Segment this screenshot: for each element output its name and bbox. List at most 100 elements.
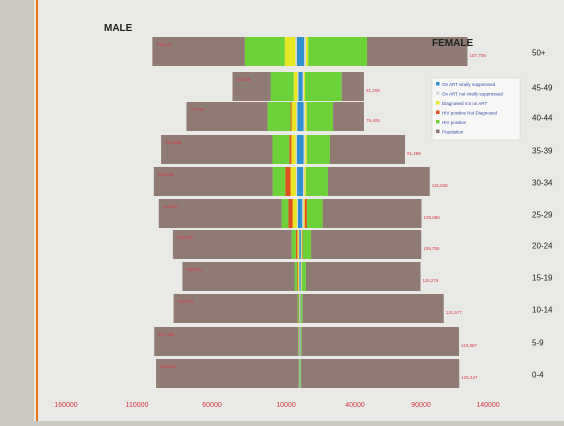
female-total-label-40-44: 79,406 [366, 118, 380, 123]
bar-female-40-44-1 [304, 102, 306, 131]
category-tick-30-34: 30-34 [532, 179, 553, 188]
bar-female-35-39-4 [307, 135, 330, 164]
bar-female-50+-4 [308, 37, 367, 66]
female-total-label-25-29: 105,086 [423, 215, 440, 220]
bar-male-30-34-0 [297, 167, 300, 196]
legend-swatch-4 [436, 120, 440, 124]
bar-female-35-39-1 [304, 135, 306, 164]
bar-female-25-29-0 [300, 199, 302, 228]
bar-male-20-24-4 [292, 230, 296, 259]
bar-male-20-24-3 [296, 230, 298, 259]
bar-male-30-34-1 [296, 167, 297, 196]
bar-male-25-29-4 [282, 199, 289, 228]
legend-label-3: HIV positive Not Diagnosed [442, 111, 498, 116]
bar-female-40-44-0 [300, 102, 304, 131]
category-tick-20-24: 20-24 [532, 242, 553, 251]
bar-male-5-9-4 [298, 327, 299, 356]
bar-male-20-24-0 [299, 230, 300, 259]
bar-female-20-24-2 [302, 230, 303, 259]
bar-female-15-19-5 [306, 262, 421, 291]
legend-swatch-0 [436, 82, 440, 86]
bar-male-30-34-4 [273, 167, 286, 196]
bar-female-20-24-5 [311, 230, 421, 259]
bar-male-30-34-3 [285, 167, 290, 196]
category-tick-15-19: 15-19 [532, 274, 553, 283]
bar-female-50+-0 [300, 37, 304, 66]
bar-male-0-4-5 [156, 359, 299, 388]
female-total-label-30-34: 115,836 [432, 183, 448, 188]
male-label: MALE [104, 23, 133, 34]
bar-female-30-34-1 [303, 167, 304, 196]
bar-female-15-19-0 [300, 262, 301, 291]
female-total-label-35-39: 91,498 [407, 151, 421, 156]
x-tick-40000: 40000 [345, 402, 365, 409]
category-tick-35-39: 35-39 [532, 147, 553, 156]
bar-male-50+-1 [295, 37, 297, 66]
female-total-label-15-19: 115,276 [423, 278, 439, 283]
female-total-label-50+: 157,706 [469, 53, 486, 58]
bar-female-10-14-0 [300, 294, 301, 323]
male-total-label-20-24: 113,055 [177, 235, 193, 240]
x-tick-60000: 60000 [202, 402, 222, 409]
bar-female-45-49-2 [304, 72, 305, 101]
bar-female-25-29-4 [307, 199, 323, 228]
male-total-label-0-4: 135,851 [160, 364, 177, 369]
bar-female-15-19-4 [302, 262, 306, 291]
bar-male-25-29-0 [298, 199, 300, 228]
male-total-label-15-19: 106,873 [186, 267, 203, 272]
male-total-label-30-34: 113,180 [158, 172, 174, 177]
bar-male-15-19-2 [298, 262, 299, 291]
legend-label-0: On ART virally suppressed [442, 82, 496, 87]
bar-male-25-29-2 [293, 199, 297, 228]
legend: On ART virally suppressed On ART not vira… [432, 78, 520, 140]
bar-male-15-19-0 [299, 262, 300, 291]
female-total-label-20-24: 109,755 [423, 246, 440, 251]
bar-male-25-29-1 [297, 199, 298, 228]
bar-female-20-24-3 [302, 230, 303, 259]
bar-male-50+-0 [297, 37, 300, 66]
female-total-label-45-49: 51,208 [366, 88, 380, 93]
female-label: FEMALE [432, 38, 473, 49]
legend-label-5: Population [442, 130, 464, 135]
bar-male-40-44-4 [267, 102, 290, 131]
bar-female-5-9-4 [301, 327, 302, 356]
legend-label-4: HIV positive [442, 120, 467, 125]
bar-male-40-44-2 [292, 102, 297, 131]
bar-male-5-9-5 [154, 327, 298, 356]
bar-female-20-24-0 [300, 230, 301, 259]
bar-male-45-49-4 [271, 72, 294, 101]
bar-female-45-49-1 [303, 72, 304, 101]
bar-female-30-34-4 [306, 167, 328, 196]
bar-male-40-44-0 [297, 102, 300, 131]
bar-male-40-44-1 [296, 102, 297, 131]
legend-label-2: Diagnosed not on ART [442, 101, 487, 106]
legend-swatch-5 [436, 130, 440, 134]
category-tick-45-49: 45-49 [532, 84, 553, 93]
bar-female-35-39-2 [305, 135, 307, 164]
bar-female-40-44-4 [307, 102, 333, 131]
bar-female-5-9-5 [302, 327, 459, 356]
female-total-label-10-14: 131,577 [446, 310, 463, 315]
female-total-label-5-9: 119,957 [461, 343, 477, 348]
bar-male-25-29-3 [288, 199, 292, 228]
male-total-label-40-44: 77,116 [190, 107, 204, 112]
bar-female-25-29-3 [305, 199, 307, 228]
female-total-label-0-4: 126,447 [461, 375, 478, 380]
male-total-label-25-29: 116,977 [163, 204, 179, 209]
category-tick-0-4: 0-4 [532, 371, 544, 380]
bar-male-35-39-2 [291, 135, 295, 164]
bar-female-25-29-2 [304, 199, 305, 228]
bar-male-35-39-1 [296, 135, 297, 164]
bar-female-30-34-0 [300, 167, 303, 196]
bar-male-15-19-4 [295, 262, 298, 291]
bar-female-50+-2 [306, 37, 308, 66]
legend-label-1: On ART not virally suppressed [442, 92, 503, 97]
bar-female-50+-1 [304, 37, 306, 66]
bar-male-40-44-3 [291, 102, 292, 131]
bar-female-40-44-2 [305, 102, 307, 131]
legend-swatch-2 [436, 101, 440, 105]
bar-female-45-49-5 [342, 72, 364, 101]
category-tick-40-44: 40-44 [532, 114, 553, 123]
